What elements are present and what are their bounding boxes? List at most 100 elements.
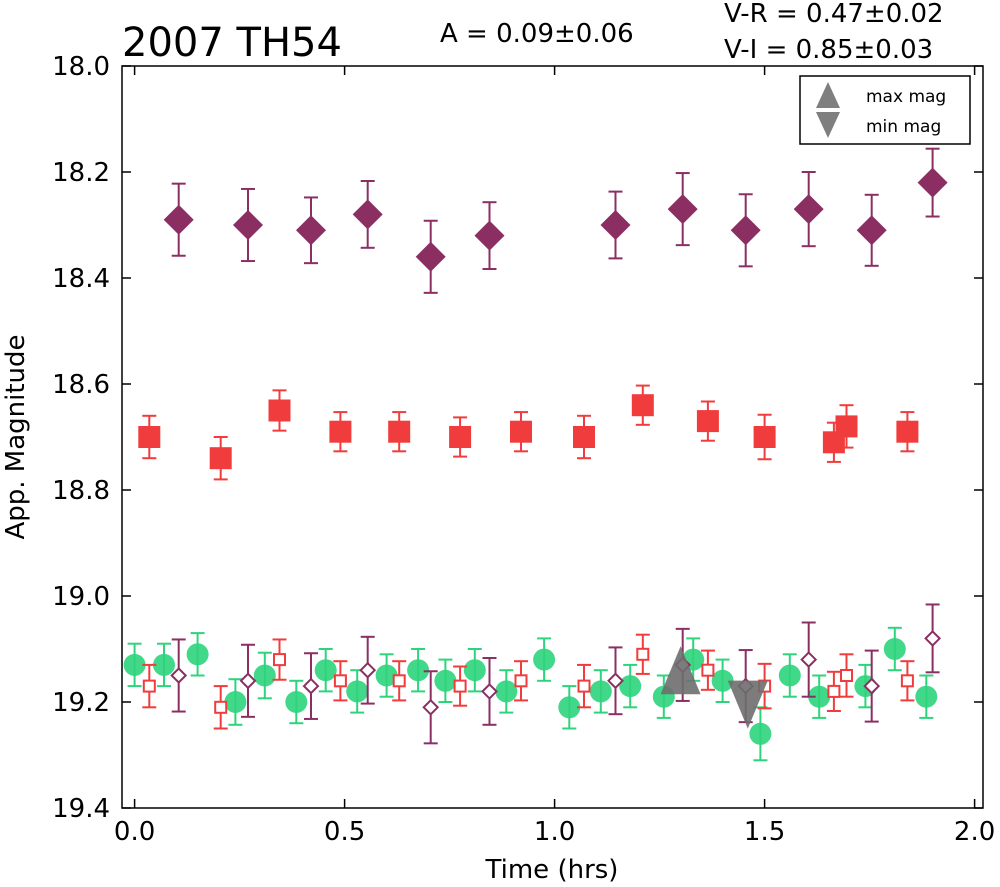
data-point [793,194,824,225]
data-point [407,659,430,682]
data-point [510,420,532,443]
data-point [600,210,631,240]
data-point [481,682,498,700]
data-point [711,669,734,692]
data-point [123,653,146,676]
data-point [302,677,320,695]
axis-ticks: 0.0 0.5 1.0 1.5 2.0 18.0 18.2 18.4 18.6 18.8 19.0 1… [52,52,995,847]
data-point [900,674,914,688]
data-point [577,679,591,693]
data-point [233,210,263,240]
data-point [253,664,276,687]
data-point [285,691,308,713]
series-v [123,626,938,762]
data-point [153,653,175,676]
data-point [667,194,698,225]
legend: max mag min mag [799,75,971,145]
data-point [186,643,209,666]
data-point [268,399,291,422]
data-point [863,677,881,695]
series-i [163,147,948,294]
data-point [474,220,505,251]
data-point [924,629,942,647]
data-point [352,199,383,230]
data-point [835,415,858,438]
y-tick-label: 18.4 [52,264,110,294]
data-point [453,679,467,693]
legend-min-mag-marker [816,112,840,138]
y-tick-label: 18.2 [52,158,110,188]
data-point [415,241,446,272]
data-point [696,410,719,433]
data-point [209,447,232,470]
data-point [631,394,654,417]
series-r-scaled [142,633,915,730]
data-point [840,669,853,682]
data-point [392,674,406,688]
data-point [495,680,518,703]
data-point [359,661,377,679]
data-point [533,648,556,671]
data-point [607,672,624,690]
data-point [333,674,347,688]
data-point [573,426,595,448]
x-tick-label: 1.0 [534,817,575,847]
data-point [915,685,938,708]
data-point [163,204,194,235]
data-point [296,215,326,246]
data-point [778,664,801,687]
y-tick-label: 18.6 [52,370,110,400]
x-tick-label: 0.5 [324,817,365,847]
data-point [619,675,642,698]
v-r-annotation: V-R = 0.47±0.02 [724,0,944,29]
chart-title: 2007 TH54 [122,20,342,66]
data-point [808,685,831,708]
data-point [636,647,650,661]
data-point [558,696,581,719]
max-mag-marker [660,646,701,695]
extrema-markers [660,646,768,729]
legend-max-mag-marker [816,82,840,108]
data-point [375,664,398,687]
data-point [434,669,457,692]
data-point [449,426,472,448]
min-mag-marker [727,680,768,729]
data-point [749,722,772,745]
data-point [917,167,948,198]
data-point [463,659,486,682]
x-tick-label: 0.0 [114,817,155,847]
data-point [800,651,818,669]
data-point [589,680,612,703]
legend-max-mag-label: max mag [866,87,946,107]
data-point [214,700,228,714]
data-point [883,638,906,660]
data-point [753,426,776,448]
data-point [170,667,188,684]
data-point [224,691,247,713]
data-point [388,420,411,443]
plot-frame [121,65,984,809]
v-i-annotation: V-I = 0.85±0.03 [724,35,933,65]
amplitude-annotation: A = 0.09±0.06 [440,19,634,49]
data-point [730,215,761,246]
data-point [856,215,887,246]
data-point [138,426,161,448]
series-r [138,384,919,481]
data-point [142,679,156,693]
data-point [346,680,369,703]
y-tick-label: 18.8 [52,476,110,506]
data-point [329,420,352,443]
x-tick-label: 2.0 [954,817,995,847]
x-tick-label: 1.5 [744,817,785,847]
y-tick-label: 19.4 [52,794,110,824]
data-marks [123,147,948,762]
data-point [896,420,919,443]
data-point [827,684,841,698]
data-point [314,659,337,682]
y-tick-label: 19.0 [52,582,110,612]
data-point [514,674,528,688]
y-tick-label: 19.2 [52,688,110,718]
data-point [701,663,715,677]
x-axis-label: Time (hrs) [485,855,619,885]
